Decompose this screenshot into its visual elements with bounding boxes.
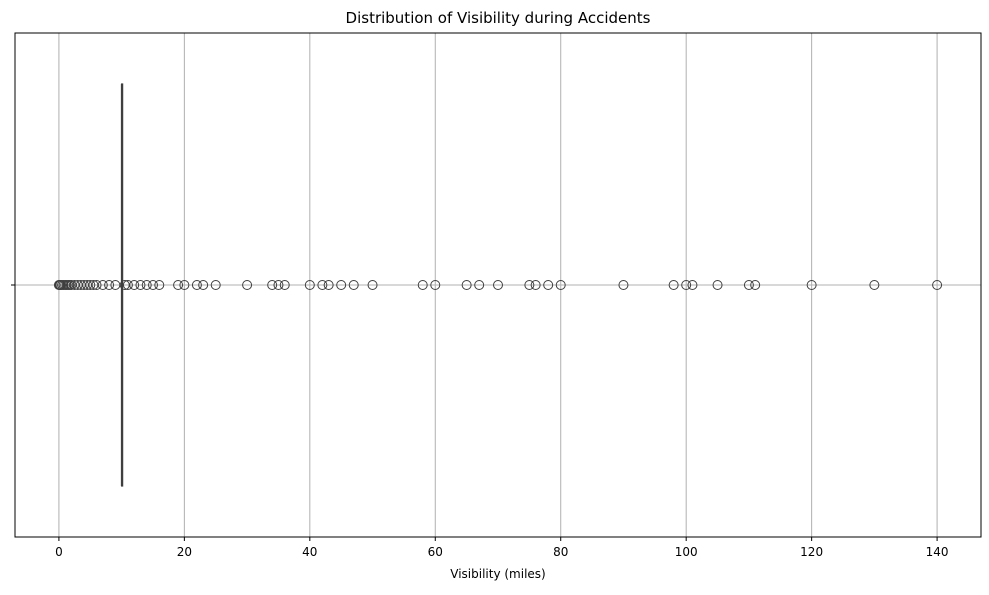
outlier-point [417, 280, 428, 290]
outlier-point [323, 280, 334, 290]
outlier-point [279, 280, 290, 290]
outlier-point [336, 280, 347, 290]
outlier-point [304, 280, 315, 290]
outlier-point [267, 280, 278, 290]
outlier-point [530, 280, 541, 290]
outlier-point [91, 280, 102, 290]
outlier-point [191, 280, 202, 290]
x-tick-label: 140 [926, 545, 949, 559]
outlier-point [687, 280, 698, 290]
x-tick-label: 20 [177, 545, 192, 559]
outlier-point [543, 280, 554, 290]
outlier-point [104, 280, 115, 290]
outlier-point [198, 280, 209, 290]
x-tick-label: 40 [302, 545, 317, 559]
outlier-point [367, 280, 378, 290]
outlier-point [85, 280, 96, 290]
outlier-point [681, 280, 692, 290]
chart-title: Distribution of Visibility during Accide… [346, 9, 651, 27]
outlier-point [97, 280, 108, 290]
outlier-point [179, 280, 190, 290]
outlier-point [618, 280, 629, 290]
outlier-point [210, 280, 221, 290]
x-tick-label: 120 [800, 545, 823, 559]
outlier-point [743, 280, 754, 290]
outlier-point [129, 280, 140, 290]
outlier-point [806, 280, 817, 290]
outlier-point [148, 280, 158, 290]
x-tick-label: 0 [55, 545, 63, 559]
x-axis: 0 20 40 60 80 100 120 140 [11, 284, 949, 559]
outlier-point [461, 280, 472, 290]
outlier-point [430, 280, 441, 290]
outlier-point [141, 280, 152, 290]
outlier-point [154, 280, 165, 290]
x-axis-label: Visibility (miles) [450, 567, 545, 581]
outlier-points [53, 280, 943, 290]
outlier-point [524, 280, 535, 290]
outlier-point [474, 280, 485, 290]
outlier-point [493, 280, 503, 290]
outlier-point [869, 280, 880, 290]
grid-lines [15, 33, 981, 537]
outlier-point [317, 280, 328, 290]
outlier-point [932, 280, 943, 290]
outlier-point [555, 280, 566, 290]
outlier-point [668, 280, 679, 290]
outlier-point [273, 280, 284, 290]
box-plot [120, 83, 124, 487]
outlier-point [242, 280, 253, 290]
outlier-point [750, 280, 761, 290]
outlier-point [122, 280, 133, 290]
outlier-point [712, 280, 723, 290]
x-tick-label: 60 [428, 545, 443, 559]
x-tick-label: 80 [553, 545, 568, 559]
outlier-point [348, 280, 359, 290]
x-tick-label: 100 [675, 545, 698, 559]
outlier-point [173, 280, 184, 290]
outlier-point [135, 280, 146, 290]
